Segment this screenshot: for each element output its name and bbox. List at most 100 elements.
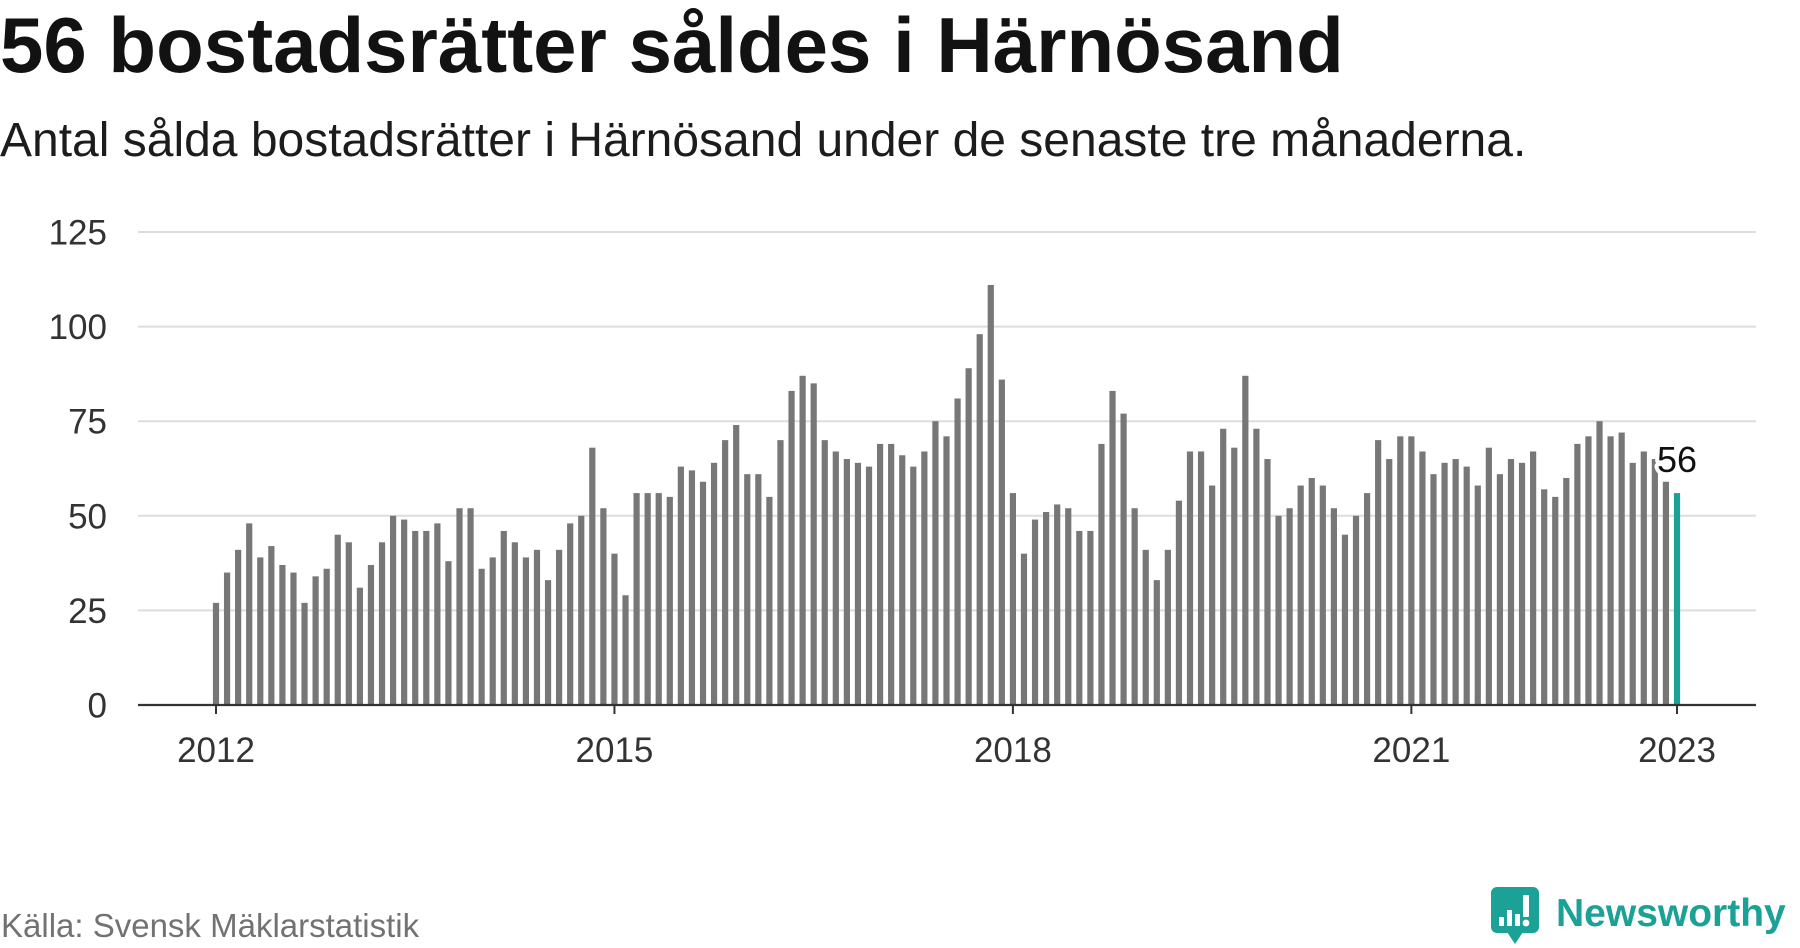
bar [755,474,762,705]
bar [1485,447,1492,705]
x-tick-label: 2023 [1638,731,1716,770]
bar [1164,549,1171,705]
bar [622,595,629,705]
logo-bubble [1491,887,1539,933]
bar [456,508,463,705]
source-note: Källa: Svensk Mäklarstatistik [1,907,420,944]
logo-exclamation [1523,895,1529,917]
bar [1120,413,1127,705]
bar [323,568,330,705]
bar [445,561,452,705]
bar [1197,451,1205,705]
bar [423,530,430,705]
bar [1253,428,1260,705]
bar [1408,436,1415,705]
bar [1629,462,1636,705]
bar [821,440,828,705]
bar [1087,530,1094,705]
bar [710,462,718,705]
chart-subtitle: Antal sålda bostadsrätter i Härnösand un… [0,114,1527,167]
bar [1076,530,1083,705]
bar [1341,534,1349,705]
bar [888,443,895,705]
bar [356,587,363,705]
bar [1618,432,1625,705]
bar [578,515,585,705]
y-tick-label: 100 [49,308,107,347]
bar [1153,580,1160,705]
bar [312,576,319,705]
bar [733,424,740,705]
bar [998,379,1005,705]
bar [1563,477,1570,705]
bar [290,572,297,705]
bar [1375,440,1382,705]
bar [1031,519,1039,705]
bar [334,534,341,705]
bar [1530,451,1537,705]
bar [412,530,419,705]
bar [1441,462,1448,705]
bar [843,459,850,705]
bar [511,542,518,705]
bar [434,523,441,705]
bar-chart: 0 25 50 75 100 125 2012 2015 2018 2021 2023 56 [49,214,1756,770]
bar [1264,459,1271,705]
bar [489,557,496,705]
highlight-bar [1673,493,1681,705]
bar [600,508,607,705]
bar [976,334,983,705]
logo-bar [1499,917,1504,926]
bar [1186,451,1194,705]
bar [1131,508,1138,705]
logo-bar [1507,910,1512,926]
bar [1463,466,1470,705]
bar [799,375,806,705]
bar [1054,504,1061,705]
bar [1098,443,1105,705]
bar [522,557,530,705]
bar [1297,485,1304,705]
bar [810,383,817,705]
chart-title: 56 bostadsrätter såldes i Härnösand [0,1,1344,89]
bar [268,546,275,705]
bar [1474,485,1481,705]
bar [1585,436,1592,705]
bar [677,466,684,705]
bar [345,542,352,705]
logo-exclamation-dot [1522,919,1530,927]
bar [401,519,408,705]
bar [1275,515,1282,705]
x-tick-label: 2018 [974,731,1052,770]
bar [611,553,618,705]
bar [1020,553,1028,705]
bar [246,523,253,705]
bar [1651,459,1658,705]
bar [544,580,552,705]
bar [1419,451,1426,705]
bar [1009,493,1017,705]
y-tick-label: 0 [88,687,107,726]
newsworthy-logo-icon [1491,887,1539,944]
bar [633,493,640,705]
bar [1286,508,1293,705]
bar [1231,447,1238,705]
bar [1541,489,1548,705]
bar [1518,462,1526,705]
data-label: 56 [1657,439,1697,480]
bar [943,436,950,705]
y-tick-label: 125 [49,214,107,253]
bar [876,443,884,705]
bar [235,549,242,705]
bar [832,451,839,705]
bar [1352,515,1360,705]
bar [932,421,939,705]
bar [1175,500,1183,705]
bar [212,602,220,705]
bar [279,564,286,705]
bar [367,564,375,705]
bar [910,466,917,705]
bar [1430,474,1437,705]
bar [589,447,596,705]
